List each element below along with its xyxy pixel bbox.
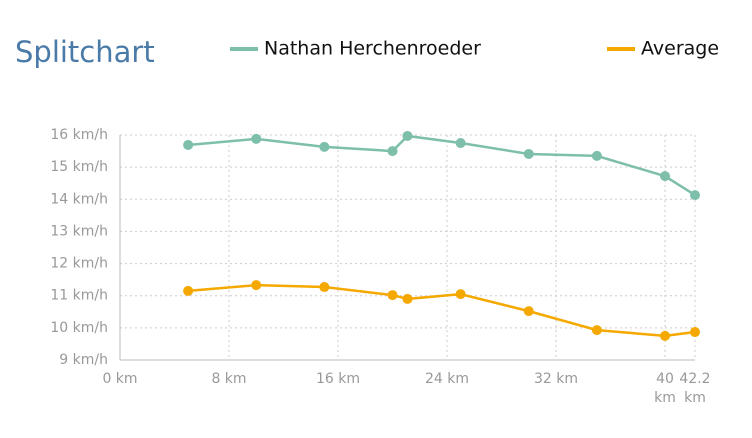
data-point xyxy=(690,190,700,201)
data-point xyxy=(660,171,671,182)
y-tick-label: 15 km/h xyxy=(50,159,108,175)
y-tick-label: 10 km/h xyxy=(50,320,108,336)
data-point xyxy=(387,146,398,157)
y-tick-label: 13 km/h xyxy=(50,223,108,239)
x-tick-label: 8 km xyxy=(211,371,246,387)
x-tick-label-line: km xyxy=(654,390,676,406)
data-point xyxy=(387,290,398,301)
data-point xyxy=(455,289,466,300)
data-point xyxy=(523,148,534,159)
data-point xyxy=(251,133,262,144)
y-tick-label: 14 km/h xyxy=(50,191,108,207)
series-line xyxy=(188,134,696,197)
x-tick-label: 24 km xyxy=(425,371,469,387)
legend-label: Nathan Herchenroeder xyxy=(264,38,481,60)
legend-label: Average xyxy=(641,38,719,60)
x-tick-label-line: 40 xyxy=(656,371,674,387)
x-tick-label: 42.2 km xyxy=(679,371,710,406)
data-point xyxy=(183,139,194,150)
x-tick-label: 0 km xyxy=(102,371,137,387)
y-tick-label: 16 km/h xyxy=(50,127,108,143)
x-tick-label: 16 km xyxy=(316,371,360,387)
x-tick-label: 32 km xyxy=(534,371,578,387)
data-point xyxy=(319,141,330,152)
data-point xyxy=(591,325,602,336)
y-tick-label: 11 km/h xyxy=(50,288,108,304)
x-tick-label: 40 km xyxy=(654,371,676,406)
data-point xyxy=(402,293,413,304)
data-point xyxy=(402,130,413,141)
y-tick-label: 9 km/h xyxy=(59,352,108,368)
data-point xyxy=(690,327,700,338)
x-tick-label-line: km xyxy=(684,390,706,406)
x-tick-label-line: 42.2 xyxy=(679,371,710,387)
data-point xyxy=(183,285,194,296)
data-point xyxy=(319,282,330,293)
data-point xyxy=(523,306,534,317)
series-line xyxy=(188,283,696,338)
data-point xyxy=(251,280,262,291)
data-point xyxy=(455,138,466,149)
y-tick-label: 12 km/h xyxy=(50,256,108,272)
chart-title: Splitchart xyxy=(15,35,155,69)
data-point xyxy=(660,330,671,341)
data-point xyxy=(591,150,602,161)
